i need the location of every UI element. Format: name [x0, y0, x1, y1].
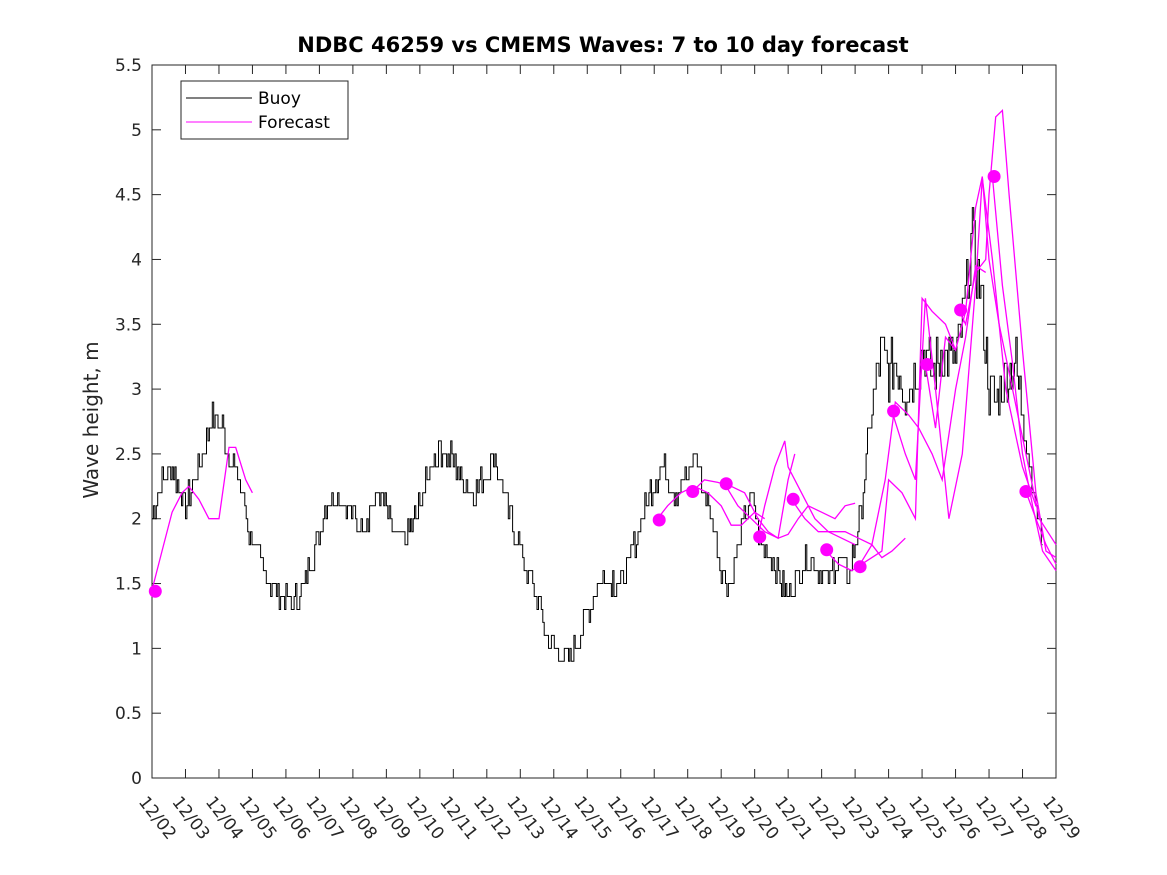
forecast-series-line: [151, 446, 253, 591]
forecast-marker: [786, 492, 800, 506]
y-tick-label: 1: [131, 639, 142, 659]
forecast-series-line: [690, 453, 796, 540]
forecast-marker: [686, 485, 700, 498]
y-tick-label: 2.5: [115, 445, 142, 465]
buoy-series-line: [152, 207, 1043, 662]
forecast-marker: [987, 170, 1001, 183]
x-axis: 12/0212/0312/0412/0512/0612/0712/0812/09…: [134, 65, 1084, 844]
y-tick-label: 3.5: [115, 315, 142, 335]
forecast-series-line: [790, 498, 906, 559]
x-tick-label: 12/29: [1038, 793, 1084, 844]
forecast-marker: [820, 543, 834, 557]
forecast-series-line: [657, 485, 766, 526]
y-tick-label: 1.5: [115, 575, 142, 595]
y-tick-label: 2: [131, 510, 142, 530]
plot-area: [151, 64, 1057, 779]
forecast-marker: [719, 477, 733, 491]
forecast-marker: [954, 303, 968, 317]
y-tick-label: 5: [131, 121, 142, 141]
legend: Buoy Forecast: [180, 80, 349, 140]
forecast-series-line: [958, 108, 1057, 559]
y-tick-label: 0: [131, 769, 142, 789]
legend-buoy-label: Buoy: [258, 89, 301, 109]
forecast-series-line: [1025, 491, 1057, 565]
forecast-marker: [148, 584, 162, 598]
forecast-marker: [920, 358, 934, 371]
forecast-marker: [753, 530, 767, 544]
forecast-series-line: [991, 176, 1057, 571]
legend-box: [180, 80, 349, 140]
forecast-series-line: [857, 264, 987, 568]
y-tick-label: 3: [131, 380, 142, 400]
y-tick-label: 5.5: [115, 56, 142, 76]
forecast-marker: [887, 404, 901, 418]
forecast-series-line: [757, 440, 856, 546]
forecast-series-line: [824, 296, 957, 572]
forecast-marker: [853, 560, 867, 574]
legend-forecast-label: Forecast: [258, 113, 330, 133]
y-axis: 0 0.5 1 1.5 2 2.5 3 3.5 4 4.5 5 5.5: [115, 56, 1056, 789]
y-axis-label: Wave height, m: [79, 341, 103, 498]
forecast-series-line: [891, 177, 1037, 519]
forecast-marker: [1019, 485, 1033, 498]
forecast-series-line: [924, 176, 1057, 546]
chart-title: NDBC 46259 vs CMEMS Waves: 7 to 10 day f…: [297, 33, 908, 57]
y-tick-label: 4: [131, 250, 142, 270]
forecast-marker: [652, 513, 666, 527]
series-layer: [148, 108, 1057, 662]
y-tick-label: 4.5: [115, 186, 142, 206]
forecast-series-line: [723, 483, 856, 539]
y-tick-label: 0.5: [115, 704, 142, 724]
